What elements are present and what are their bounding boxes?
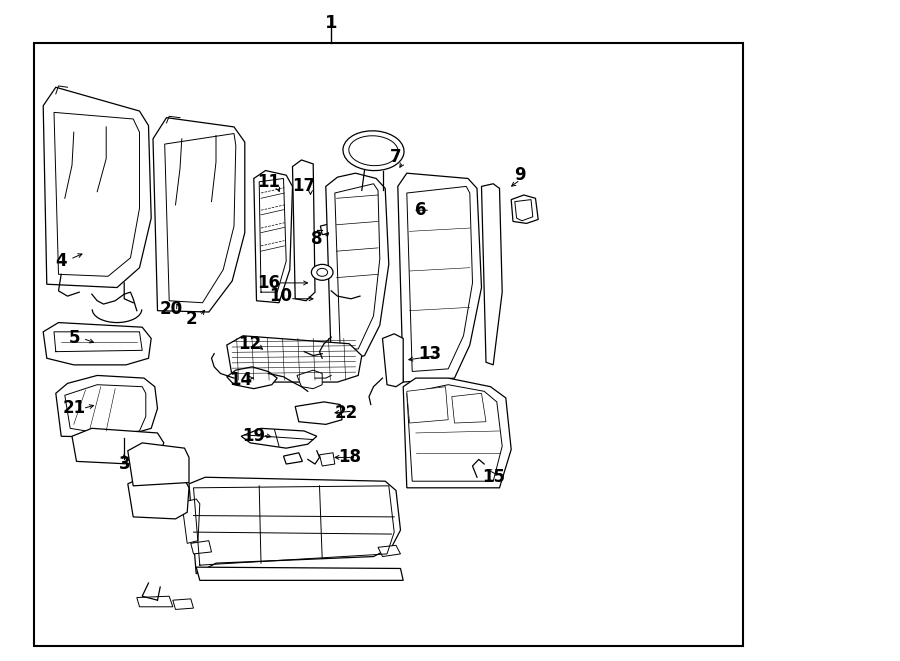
Polygon shape: [292, 160, 315, 301]
Polygon shape: [128, 477, 189, 519]
Polygon shape: [128, 443, 189, 486]
Polygon shape: [137, 596, 173, 607]
Text: 4: 4: [56, 252, 67, 270]
Text: 20: 20: [159, 300, 183, 319]
Polygon shape: [182, 499, 200, 543]
Polygon shape: [241, 428, 317, 448]
Text: 14: 14: [230, 371, 253, 389]
Polygon shape: [320, 453, 335, 466]
Polygon shape: [326, 173, 389, 360]
Text: 18: 18: [338, 448, 361, 467]
Text: 15: 15: [482, 468, 505, 486]
Polygon shape: [297, 370, 322, 389]
Text: 5: 5: [69, 329, 80, 348]
Text: 13: 13: [418, 344, 442, 363]
Polygon shape: [56, 375, 158, 438]
Text: 1: 1: [325, 14, 338, 32]
Text: 17: 17: [292, 177, 316, 196]
Polygon shape: [320, 223, 333, 235]
Polygon shape: [403, 378, 511, 488]
Text: 16: 16: [256, 274, 280, 292]
Text: 12: 12: [238, 334, 262, 353]
Ellipse shape: [343, 131, 404, 171]
Polygon shape: [189, 477, 400, 574]
Polygon shape: [43, 87, 151, 288]
Circle shape: [317, 268, 328, 276]
Text: 3: 3: [119, 455, 130, 473]
Polygon shape: [482, 184, 502, 365]
Polygon shape: [452, 393, 486, 423]
Polygon shape: [335, 184, 380, 349]
Text: 11: 11: [256, 173, 280, 191]
Polygon shape: [295, 402, 342, 424]
Text: 9: 9: [515, 166, 526, 184]
Text: 6: 6: [416, 201, 427, 219]
Text: 7: 7: [391, 148, 401, 167]
Polygon shape: [227, 367, 277, 389]
Text: 8: 8: [311, 230, 322, 249]
Polygon shape: [173, 599, 194, 609]
Text: 10: 10: [269, 287, 292, 305]
Polygon shape: [382, 334, 403, 387]
Text: 2: 2: [186, 309, 197, 328]
Polygon shape: [511, 195, 538, 223]
Polygon shape: [407, 387, 448, 423]
Polygon shape: [54, 112, 140, 276]
Text: 19: 19: [242, 427, 266, 446]
Polygon shape: [254, 171, 292, 303]
Polygon shape: [398, 173, 482, 382]
Text: 21: 21: [62, 399, 86, 418]
Polygon shape: [378, 545, 400, 557]
Polygon shape: [153, 118, 245, 312]
Polygon shape: [407, 186, 472, 371]
Polygon shape: [407, 385, 502, 481]
Polygon shape: [191, 541, 211, 554]
Polygon shape: [65, 385, 146, 435]
Polygon shape: [43, 323, 151, 365]
Polygon shape: [515, 200, 533, 221]
Circle shape: [311, 264, 333, 280]
Polygon shape: [165, 134, 236, 303]
Ellipse shape: [349, 136, 398, 166]
Polygon shape: [227, 336, 362, 382]
Polygon shape: [72, 428, 164, 464]
Text: 22: 22: [335, 404, 358, 422]
Polygon shape: [284, 453, 302, 464]
Bar: [34, 43, 742, 646]
Polygon shape: [196, 567, 403, 580]
